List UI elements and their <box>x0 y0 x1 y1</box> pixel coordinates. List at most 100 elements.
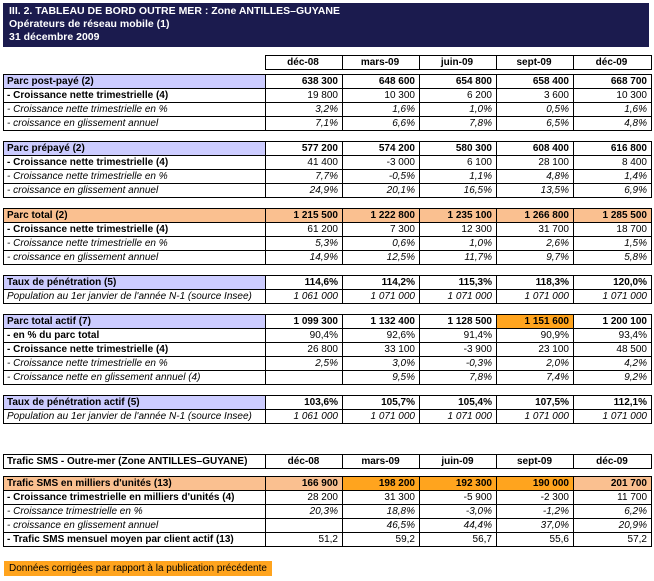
value-cell: 7,8% <box>419 116 497 131</box>
table-row: - Croissance nette trimestrielle (4) 41 … <box>3 155 652 170</box>
table-row: Parc total (2) 1 215 500 1 222 800 1 235… <box>3 208 652 223</box>
table-row: - Croissance trimestrielle en % 20,3% 18… <box>3 504 652 519</box>
highlighted-value-cell: 192 300 <box>419 476 497 491</box>
value-cell: 18 700 <box>573 222 652 237</box>
value-cell: 13,5% <box>496 183 574 198</box>
spacer <box>3 547 651 558</box>
value-cell: 658 400 <box>496 74 574 89</box>
value-cell: 11,7% <box>419 250 497 265</box>
value-cell: 1,5% <box>573 236 652 251</box>
value-cell: 1 061 000 <box>265 289 343 304</box>
row-label: - Croissance nette trimestrielle en % <box>3 236 266 251</box>
value-cell: 14,9% <box>265 250 343 265</box>
value-cell: 10 300 <box>342 88 420 103</box>
value-cell: 1 235 100 <box>419 208 497 223</box>
table-row: Parc prépayé (2) 577 200 574 200 580 300… <box>3 141 652 156</box>
column-header: juin-09 <box>418 55 497 70</box>
row-label: - Croissance nette trimestrielle (4) <box>3 155 266 170</box>
value-cell: 7 300 <box>342 222 420 237</box>
value-cell: 12 300 <box>419 222 497 237</box>
page-subtitle: Opérateurs de réseau mobile (1) <box>9 18 170 30</box>
spacer-cell <box>3 56 265 70</box>
row-label: Trafic SMS en milliers d'unités (13) <box>3 476 266 491</box>
column-header-row: Trafic SMS - Outre-mer (Zone ANTILLES–GU… <box>3 454 652 469</box>
row-label: - Croissance trimestrielle en milliers d… <box>3 490 266 505</box>
value-cell: -3 000 <box>342 155 420 170</box>
value-cell: -3 900 <box>419 342 497 357</box>
value-cell: -0,3% <box>419 356 497 371</box>
value-cell: 3,2% <box>265 102 343 117</box>
row-label: Taux de pénétration (5) <box>3 275 266 290</box>
value-cell: 2,6% <box>496 236 574 251</box>
value-cell: 1 132 400 <box>342 314 420 329</box>
row-label: - Croissance nette trimestrielle (4) <box>3 342 266 357</box>
value-cell: 7,4% <box>496 370 574 385</box>
highlighted-value-cell: 198 200 <box>342 476 420 491</box>
page-title: III. 2. TABLEAU DE BORD OUTRE MER : Zone… <box>9 5 340 17</box>
table-row: - Croissance nette trimestrielle en % 3,… <box>3 102 652 117</box>
value-cell: 20,1% <box>342 183 420 198</box>
value-cell: 90,4% <box>265 328 343 343</box>
table-row: - Croissance nette trimestrielle (4) 19 … <box>3 88 652 103</box>
table-row: Trafic SMS en milliers d'unités (13) 166… <box>3 476 652 491</box>
column-header: déc-09 <box>572 55 652 70</box>
value-cell: 1 071 000 <box>342 409 420 424</box>
value-cell: 668 700 <box>573 74 652 89</box>
value-cell: 114,2% <box>342 275 420 290</box>
value-cell: 26 800 <box>265 342 343 357</box>
value-cell: 6,5% <box>496 116 574 131</box>
value-cell: 120,0% <box>573 275 652 290</box>
column-header: juin-09 <box>419 454 497 469</box>
date-header-table: déc-08 mars-09 juin-09 sept-09 déc-09 <box>3 55 652 70</box>
value-cell: 1 071 000 <box>419 409 497 424</box>
value-cell: -1,2% <box>496 504 574 519</box>
spacer <box>3 385 651 395</box>
penetration-table: Taux de pénétration (5) 114,6% 114,2% 11… <box>3 275 652 304</box>
value-cell: 6 200 <box>419 88 497 103</box>
value-cell: 1 061 000 <box>265 409 343 424</box>
value-cell: 7,8% <box>419 370 497 385</box>
spacer <box>3 304 651 314</box>
table-row: - croissance en glissement annuel 46,5% … <box>3 518 652 533</box>
value-cell: 12,5% <box>342 250 420 265</box>
prepaye-table: Parc prépayé (2) 577 200 574 200 580 300… <box>3 141 652 198</box>
page-date: 31 décembre 2009 <box>9 31 100 43</box>
value-cell: 5,3% <box>265 236 343 251</box>
value-cell: 46,5% <box>342 518 420 533</box>
table-row: - Croissance nette trimestrielle (4) 61 … <box>3 222 652 237</box>
column-header: sept-09 <box>495 55 574 70</box>
parc-actif-table: Parc total actif (7) 1 099 300 1 132 400… <box>3 314 652 385</box>
value-cell: 57,2 <box>573 532 652 547</box>
sms-header-table: Trafic SMS - Outre-mer (Zone ANTILLES–GU… <box>3 454 652 469</box>
value-cell: 577 200 <box>265 141 343 156</box>
spacer <box>3 198 651 208</box>
value-cell: 2,0% <box>496 356 574 371</box>
value-cell: 4,2% <box>573 356 652 371</box>
spacer <box>3 469 651 476</box>
value-cell: 1,0% <box>419 102 497 117</box>
value-cell: 44,4% <box>419 518 497 533</box>
value-cell: -2 300 <box>496 490 574 505</box>
row-label: - Croissance nette trimestrielle (4) <box>3 222 266 237</box>
value-cell: 55,6 <box>496 532 574 547</box>
value-cell: 6 100 <box>419 155 497 170</box>
row-label: - Croissance nette trimestrielle en % <box>3 102 266 117</box>
row-label: - croissance en glissement annuel <box>3 116 266 131</box>
row-label: - croissance en glissement annuel <box>3 250 266 265</box>
column-header: déc-08 <box>265 454 343 469</box>
value-cell: 92,6% <box>342 328 420 343</box>
value-cell: 112,1% <box>573 395 652 410</box>
table-row: Population au 1er janvier de l'année N-1… <box>3 409 652 424</box>
value-cell: 51,2 <box>265 532 343 547</box>
value-cell: 20,9% <box>573 518 652 533</box>
value-cell: 0,5% <box>496 102 574 117</box>
table-row: - Croissance nette trimestrielle (4) 26 … <box>3 342 652 357</box>
value-cell: 166 900 <box>265 476 343 491</box>
row-label: - Croissance nette trimestrielle en % <box>3 169 266 184</box>
value-cell: 201 700 <box>573 476 652 491</box>
parc-total-table: Parc total (2) 1 215 500 1 222 800 1 235… <box>3 208 652 265</box>
table-row: - Croissance nette trimestrielle en % 7,… <box>3 169 652 184</box>
table-row: - croissance en glissement annuel 14,9% … <box>3 250 652 265</box>
value-cell: 4,8% <box>573 116 652 131</box>
value-cell: 6,9% <box>573 183 652 198</box>
